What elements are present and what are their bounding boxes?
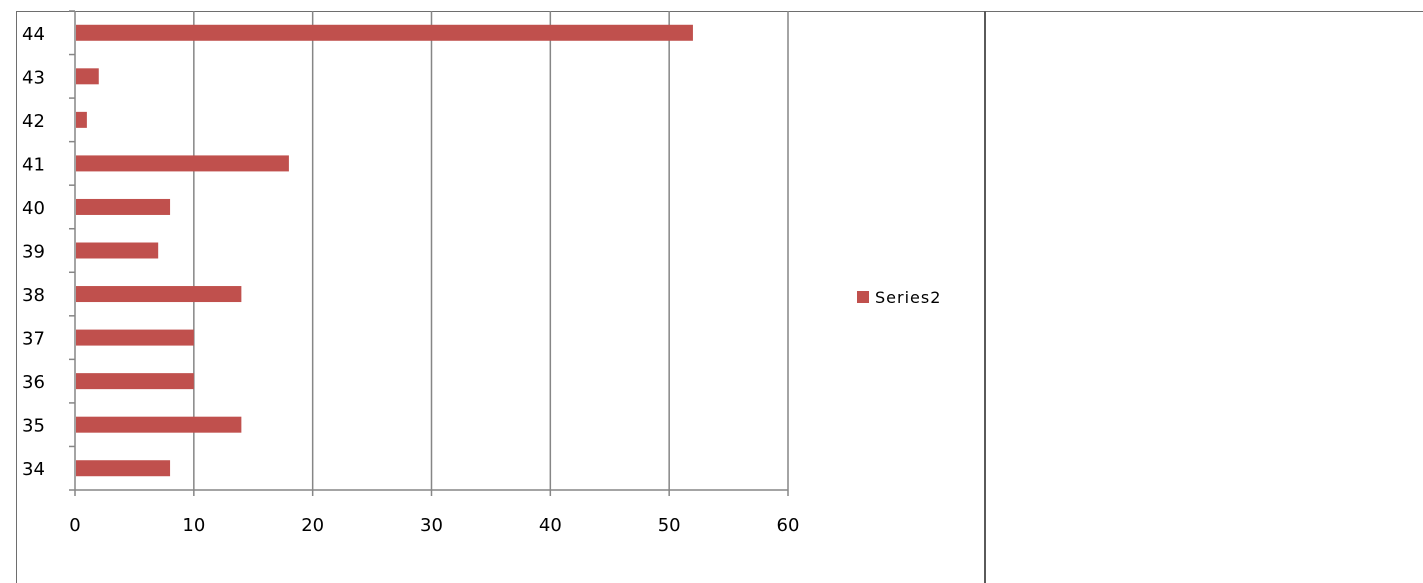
y-tick-labels: 34 35 36 37 38 39 40 41 42 43 44 [22,24,45,480]
bar-35 [76,416,242,433]
legend-label-series2: Series2 [875,288,941,307]
bar-42 [76,111,87,128]
bar-41 [76,155,289,172]
y-tick-label-34: 34 [22,459,45,480]
y-tick-label-41: 41 [22,154,45,175]
legend-swatch-series2 [857,291,869,303]
x-tick-label-60: 60 [777,515,800,536]
gridlines [193,11,789,490]
bar-38 [76,286,242,303]
bar-43 [76,68,99,85]
bar-36 [76,373,194,390]
y-tick-label-43: 43 [22,67,45,88]
bar-chart: 34 35 36 37 38 39 40 41 42 43 44 0 10 20 30 40 50 60 Ser… [22,10,941,536]
bars [76,24,693,477]
bar-40 [76,198,171,215]
x-tick-label-10: 10 [182,515,205,536]
y-tick-label-35: 35 [22,416,45,437]
y-tick-label-37: 37 [22,329,45,350]
frame-left-border [16,11,17,583]
y-tick-label-40: 40 [22,198,45,219]
bar-39 [76,242,159,259]
axes [69,10,789,496]
bar-44 [76,24,693,41]
legend: Series2 [857,288,941,307]
y-tick-label-39: 39 [22,242,45,263]
x-tick-label-0: 0 [69,515,80,536]
x-tick-label-30: 30 [420,515,443,536]
y-tick-label-42: 42 [22,111,45,132]
chart-right-border [984,11,986,583]
x-tick-labels: 0 10 20 30 40 50 60 [69,515,799,536]
y-tick-label-38: 38 [22,285,45,306]
x-tick-label-20: 20 [301,515,324,536]
top-rule [16,11,1423,12]
y-tick-label-36: 36 [22,372,45,393]
bar-34 [76,460,171,477]
x-tick-label-40: 40 [539,515,562,536]
bar-37 [76,329,194,346]
x-tick-label-50: 50 [658,515,681,536]
y-tick-label-44: 44 [22,24,45,45]
